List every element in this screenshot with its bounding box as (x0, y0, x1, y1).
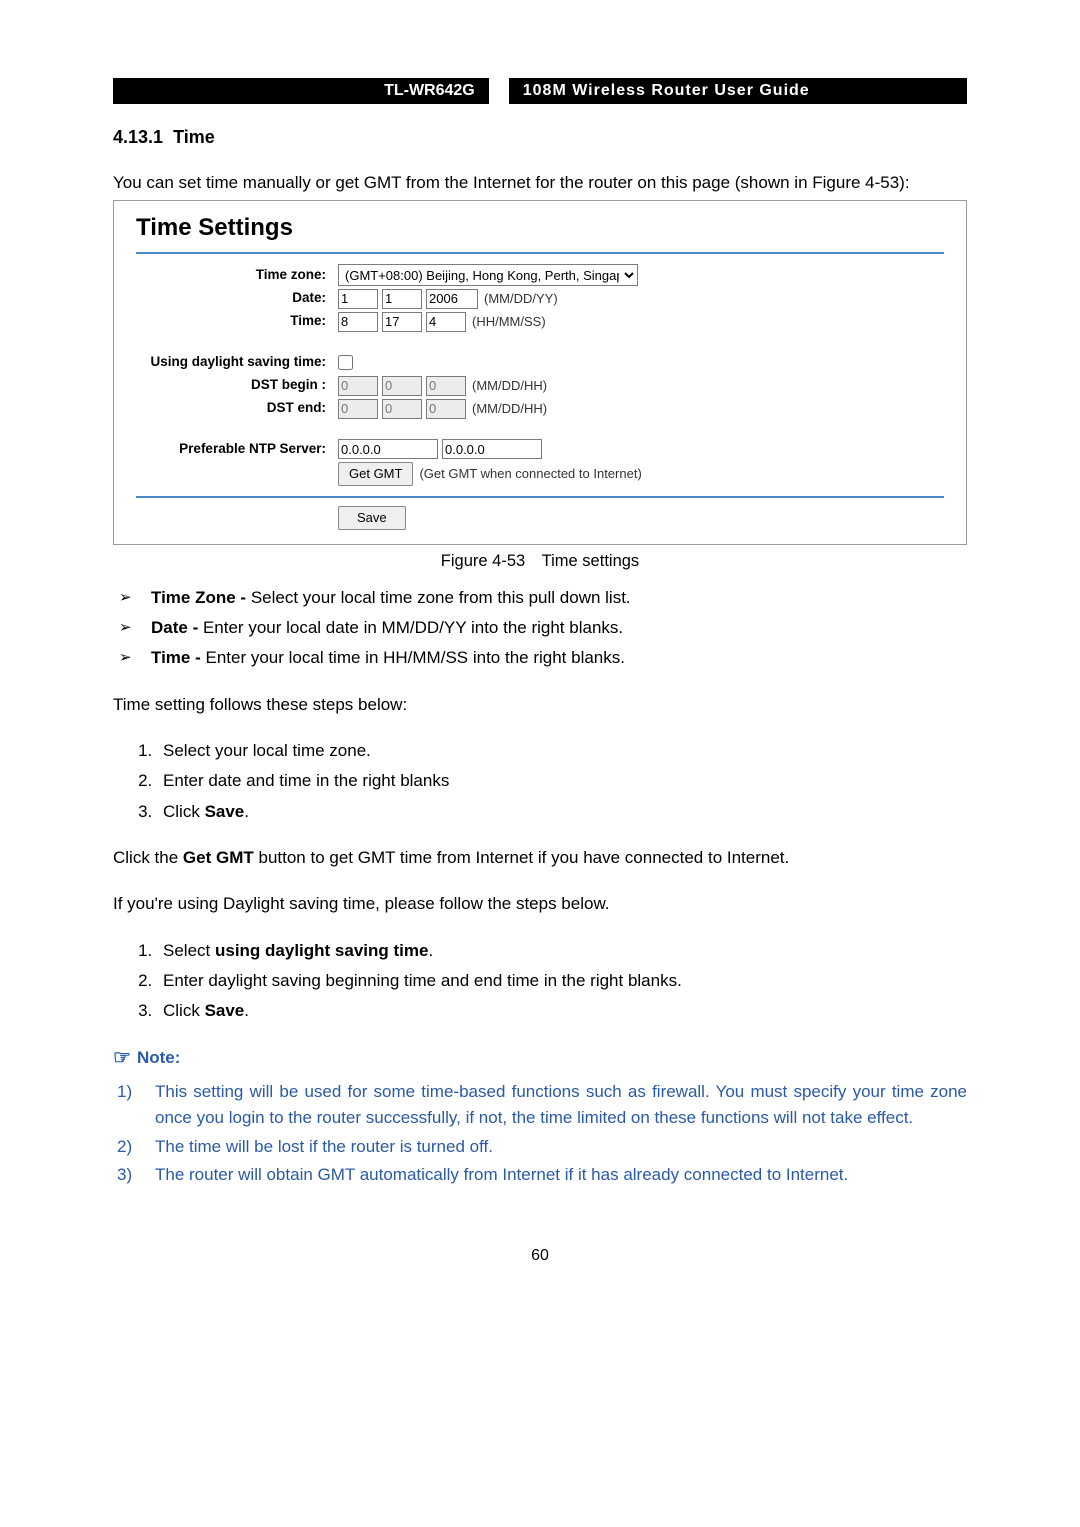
dst-checkbox[interactable] (338, 355, 353, 370)
row-dst-use: Using daylight saving time: (136, 352, 944, 373)
get-gmt-hint: (Get GMT when connected to Internet) (419, 464, 641, 484)
figure-caption: Figure 4-53 Time settings (113, 549, 967, 575)
label-time: Time: (136, 311, 338, 332)
panel-divider-bottom (136, 496, 944, 498)
steps-intro: Time setting follows these steps below: (113, 692, 967, 718)
row-date: Date: (MM/DD/YY) (136, 288, 944, 309)
list-item: Enter date and time in the right blanks (157, 768, 967, 794)
note-list: 1)This setting will be used for some tim… (113, 1079, 967, 1188)
note-heading: ☞ Note: (113, 1045, 967, 1071)
list-item: 3)The router will obtain GMT automatical… (145, 1162, 967, 1188)
label-dst-begin: DST begin : (136, 375, 338, 396)
row-timezone: Time zone: (GMT+08:00) Beijing, Hong Kon… (136, 264, 944, 286)
label-date: Date: (136, 288, 338, 309)
dst-end-hint: (MM/DD/HH) (472, 399, 547, 419)
date-hint: (MM/DD/YY) (484, 289, 558, 309)
time-mm-input[interactable] (382, 312, 422, 332)
list-item: Enter daylight saving beginning time and… (157, 968, 967, 994)
label-dst-end: DST end: (136, 398, 338, 419)
list-item: Date - Enter your local date in MM/DD/YY… (141, 615, 967, 641)
intro-text: You can set time manually or get GMT fro… (113, 170, 967, 196)
row-dst-end: DST end: (MM/DD/HH) (136, 398, 944, 419)
row-dst-begin: DST begin : (MM/DD/HH) (136, 375, 944, 396)
ntp-a-input[interactable] (338, 439, 438, 459)
hand-pointer-icon: ☞ (113, 1048, 131, 1068)
section-number: 4.13.1 (113, 127, 163, 147)
time-hint: (HH/MM/SS) (472, 312, 546, 332)
dst-end-hh-input[interactable] (426, 399, 466, 419)
field-description-list: Time Zone - Select your local time zone … (113, 585, 967, 672)
ntp-b-input[interactable] (442, 439, 542, 459)
panel-title: Time Settings (136, 209, 944, 246)
header-gap (489, 78, 509, 104)
row-save: Save (136, 506, 944, 530)
dst-steps-list: Select using daylight saving time. Enter… (113, 938, 967, 1025)
gmt-line: Click the Get GMT button to get GMT time… (113, 845, 967, 871)
list-item: Time - Enter your local time in HH/MM/SS… (141, 645, 967, 671)
list-item: 2)The time will be lost if the router is… (145, 1134, 967, 1160)
page-number: 60 (113, 1244, 967, 1269)
doc-title: 108M Wireless Router User Guide (509, 79, 967, 104)
dst-begin-hint: (MM/DD/HH) (472, 376, 547, 396)
timezone-select[interactable]: (GMT+08:00) Beijing, Hong Kong, Perth, S… (338, 264, 638, 286)
doc-header: TL-WR642G 108M Wireless Router User Guid… (113, 78, 967, 104)
list-item: Select your local time zone. (157, 738, 967, 764)
time-settings-panel: Time Settings Time zone: (GMT+08:00) Bei… (113, 200, 967, 545)
list-item: 1)This setting will be used for some tim… (145, 1079, 967, 1132)
dst-end-mm-input[interactable] (338, 399, 378, 419)
model-name: TL-WR642G (113, 79, 489, 104)
label-timezone: Time zone: (136, 265, 338, 286)
note-label: Note: (137, 1045, 180, 1071)
row-get-gmt: Get GMT (Get GMT when connected to Inter… (136, 462, 944, 486)
dst-begin-hh-input[interactable] (426, 376, 466, 396)
list-item: Click Save. (157, 998, 967, 1024)
label-ntp: Preferable NTP Server: (136, 439, 338, 460)
panel-divider-top (136, 252, 944, 254)
row-ntp: Preferable NTP Server: (136, 439, 944, 460)
steps-list: Select your local time zone. Enter date … (113, 738, 967, 825)
list-item: Select using daylight saving time. (157, 938, 967, 964)
list-item: Click Save. (157, 799, 967, 825)
dst-end-dd-input[interactable] (382, 399, 422, 419)
row-time: Time: (HH/MM/SS) (136, 311, 944, 332)
dst-begin-mm-input[interactable] (338, 376, 378, 396)
dst-begin-dd-input[interactable] (382, 376, 422, 396)
time-hh-input[interactable] (338, 312, 378, 332)
section-name: Time (173, 127, 215, 147)
time-ss-input[interactable] (426, 312, 466, 332)
date-yy-input[interactable] (426, 289, 478, 309)
dst-intro: If you're using Daylight saving time, pl… (113, 891, 967, 917)
get-gmt-button[interactable]: Get GMT (338, 462, 413, 486)
date-mm-input[interactable] (338, 289, 378, 309)
date-dd-input[interactable] (382, 289, 422, 309)
section-heading: 4.13.1 Time (113, 124, 967, 152)
label-dst-use: Using daylight saving time: (136, 352, 338, 373)
save-button[interactable]: Save (338, 506, 406, 530)
list-item: Time Zone - Select your local time zone … (141, 585, 967, 611)
